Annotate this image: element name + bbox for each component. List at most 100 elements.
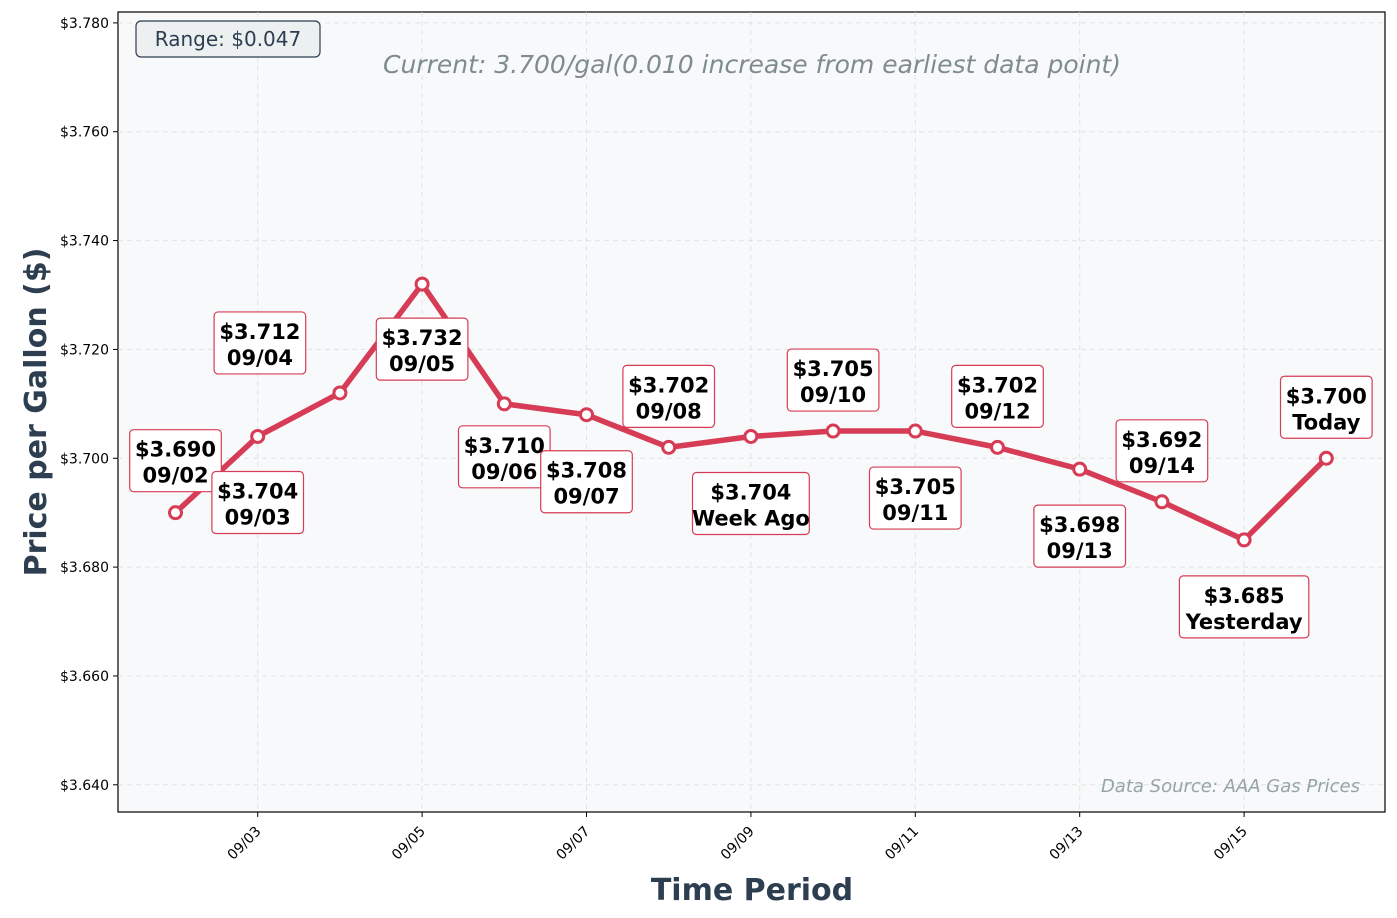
data-label-box [213,311,307,375]
y-axis-ticks: $3.640 $3.660 $3.680 $3.700 $3.720 $3.740 $3.7… [60,16,118,794]
data-label-value: $3.690 [135,438,216,462]
data-label-date: 09/11 [882,501,948,525]
data-label-box [951,364,1044,428]
data-label-date: 09/06 [471,460,537,484]
data-label-value: $3.702 [957,373,1038,397]
data-label-box [1033,504,1127,568]
data-label-value: $3.710 [464,434,545,458]
data-label-date: 09/10 [800,383,866,407]
data-point [414,276,430,292]
data-label-box [1279,375,1373,439]
data-label-date: 09/08 [636,399,702,423]
data-label-box [375,317,469,381]
y-tick-label: $3.720 [60,342,109,358]
data-label-value: $3.700 [1286,384,1367,408]
range-box-frame [135,20,321,58]
data-label-value: $3.732 [382,326,463,350]
data-label-box [868,466,962,530]
range-text: Range: $0.047 [155,27,301,51]
x-tick-label: 09/13 [1047,824,1087,864]
y-tick-label: $3.640 [60,778,109,794]
x-tick-label: 09/15 [1211,824,1251,864]
x-axis-title: Time Period [651,873,853,908]
data-point [743,428,759,444]
data-label-date: 09/03 [225,505,291,529]
data-label-date: 09/13 [1047,539,1113,563]
data-points [168,276,1334,548]
data-label-date: 09/04 [227,346,293,370]
data-label-box [786,348,880,412]
data-label-value: $3.705 [793,357,874,381]
data-label-value: $3.702 [628,373,709,397]
y-tick-label: $3.780 [60,16,109,32]
data-source-note: Data Source: AAA Gas Prices [1101,776,1360,797]
y-tick-label: $3.700 [60,451,109,467]
y-tick-label: $3.680 [60,560,109,576]
data-point [825,423,841,439]
data-label-date: Today [1292,410,1361,434]
data-point [1236,532,1252,548]
data-label-box [129,429,222,493]
range-box: Range: $0.047 [135,20,321,58]
data-point [496,396,512,412]
data-point [250,428,266,444]
data-point [1154,494,1170,510]
data-label-box [1178,575,1310,639]
x-tick-label: 09/05 [389,824,429,864]
data-point [907,423,923,439]
x-axis-ticks: 09/03 09/05 09/07 09/09 09/11 09/13 09/15 [225,812,1251,863]
data-point [168,505,183,521]
data-label-date: 09/14 [1129,454,1195,478]
data-label-date: 09/02 [142,464,208,488]
data-label-date: 09/05 [389,352,455,376]
x-tick-label: 09/09 [718,824,758,864]
y-tick-label: $3.660 [60,669,109,685]
x-tick-label: 09/07 [553,824,593,864]
y-tick-label: $3.760 [60,125,109,141]
x-tick-label: 09/03 [225,824,265,864]
data-label-date: Week Ago [692,506,810,530]
data-label-value: $3.704 [710,480,791,504]
data-point [1072,461,1088,477]
data-point [1318,450,1334,466]
plot-area [117,11,1386,813]
data-point [661,439,677,455]
data-label-value: $3.685 [1204,584,1285,608]
data-label-box [211,470,305,535]
data-label-date: 09/07 [553,485,619,509]
data-point [579,407,594,423]
data-point [990,439,1005,455]
data-label-box [1115,419,1209,483]
data-label-value: $3.705 [875,475,956,499]
data-label-value: $3.712 [219,320,300,344]
data-label-value: $3.704 [217,479,298,503]
data-labels: $3.69009/02$3.70409/03$3.71209/04$3.7320… [129,311,1373,639]
data-label-box [540,450,633,514]
data-label-date: Yesterday [1185,610,1303,634]
data-label-value: $3.708 [546,459,627,483]
data-label-box [691,471,810,536]
data-label-date: 09/12 [964,399,1030,423]
x-tick-label: 09/11 [882,824,922,864]
data-label-box [622,364,716,428]
data-label-value: $3.692 [1121,428,1202,452]
data-point [332,385,348,401]
y-axis-title: Price per Gallon ($) [19,248,54,577]
y-tick-label: $3.740 [60,234,109,250]
